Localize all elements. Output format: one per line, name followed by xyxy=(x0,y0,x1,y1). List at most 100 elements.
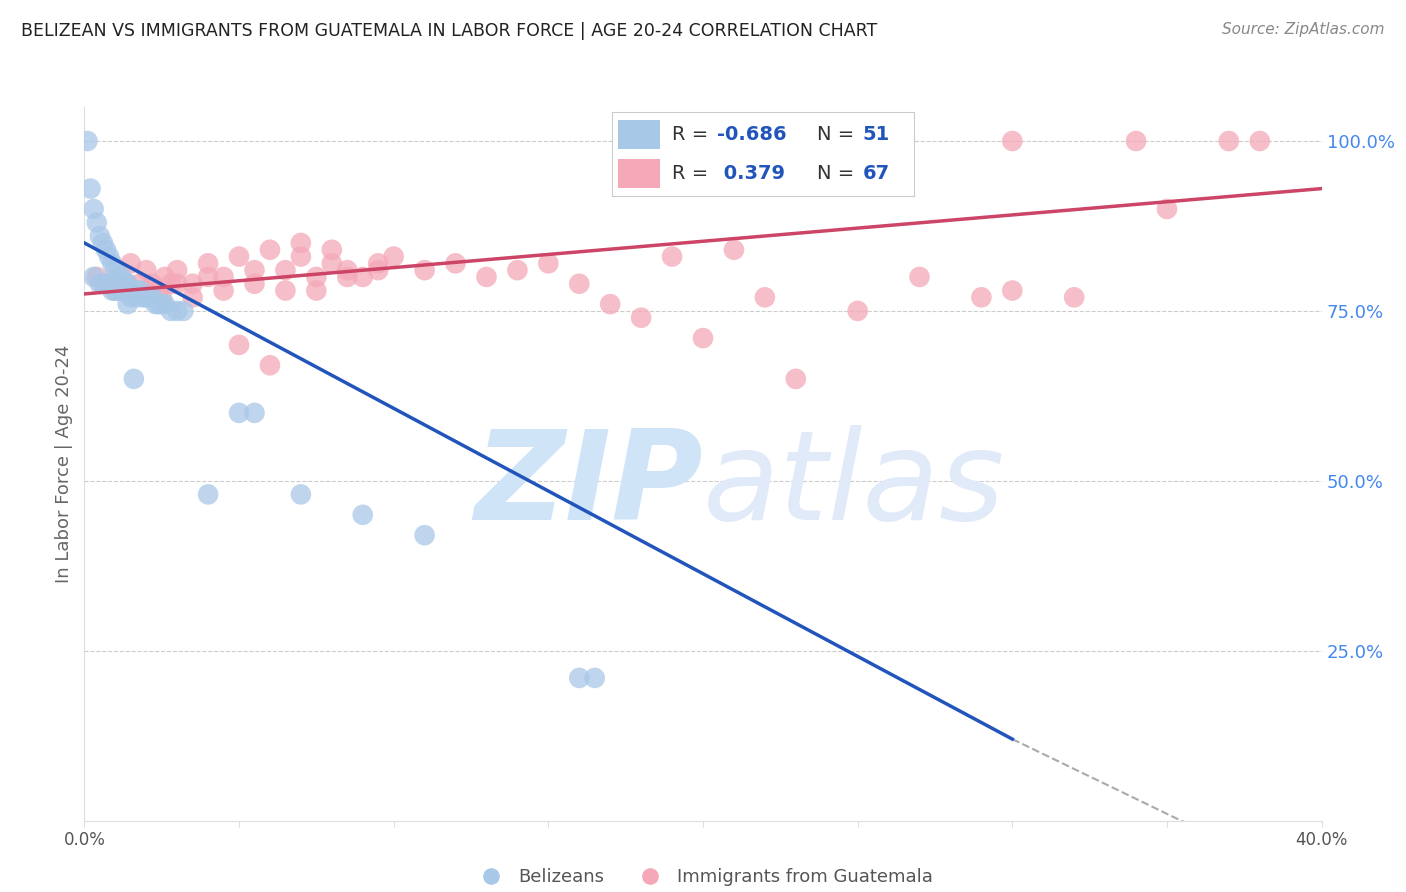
Text: 51: 51 xyxy=(862,125,890,144)
Point xyxy=(305,269,328,284)
Point xyxy=(76,134,98,148)
Point xyxy=(86,269,108,284)
Point xyxy=(122,284,145,298)
Point xyxy=(89,229,111,244)
Text: BELIZEAN VS IMMIGRANTS FROM GUATEMALA IN LABOR FORCE | AGE 20-24 CORRELATION CHA: BELIZEAN VS IMMIGRANTS FROM GUATEMALA IN… xyxy=(21,22,877,40)
Point xyxy=(89,277,111,291)
Point xyxy=(197,487,219,501)
Point xyxy=(135,284,157,298)
Point xyxy=(98,277,121,291)
Point xyxy=(110,269,132,284)
Point xyxy=(166,277,188,291)
Point xyxy=(321,243,343,257)
Point xyxy=(117,277,139,291)
Point xyxy=(290,250,312,264)
Point xyxy=(212,269,235,284)
Point xyxy=(117,297,139,311)
Point xyxy=(1156,202,1178,216)
Text: ZIP: ZIP xyxy=(474,425,703,546)
Point xyxy=(132,290,155,304)
Point xyxy=(212,284,235,298)
Point xyxy=(117,277,139,291)
Point xyxy=(583,671,606,685)
Point xyxy=(290,235,312,250)
Point xyxy=(336,269,359,284)
Point xyxy=(98,250,121,264)
Point xyxy=(352,508,374,522)
Point xyxy=(568,671,591,685)
Point xyxy=(846,304,869,318)
Point xyxy=(274,263,297,277)
Point xyxy=(91,235,114,250)
Point xyxy=(1249,134,1271,148)
Legend: Belizeans, Immigrants from Guatemala: Belizeans, Immigrants from Guatemala xyxy=(467,862,939,892)
Y-axis label: In Labor Force | Age 20-24: In Labor Force | Age 20-24 xyxy=(55,344,73,583)
Point xyxy=(413,528,436,542)
Point xyxy=(243,277,266,291)
Point xyxy=(506,263,529,277)
Point xyxy=(290,487,312,501)
Point xyxy=(135,263,157,277)
Point xyxy=(104,284,127,298)
Point xyxy=(908,269,931,284)
Point xyxy=(475,269,498,284)
Point xyxy=(970,290,993,304)
Point xyxy=(107,269,129,284)
Point xyxy=(382,250,405,264)
Point xyxy=(145,297,167,311)
Point xyxy=(110,284,132,298)
Point xyxy=(104,284,127,298)
Point xyxy=(166,263,188,277)
Text: R =: R = xyxy=(672,125,714,144)
Point xyxy=(125,290,148,304)
Point xyxy=(148,284,170,298)
Point xyxy=(129,284,152,298)
Point xyxy=(150,297,173,311)
Point xyxy=(1063,290,1085,304)
Text: Source: ZipAtlas.com: Source: ZipAtlas.com xyxy=(1222,22,1385,37)
Point xyxy=(1001,134,1024,148)
Point xyxy=(150,290,173,304)
Point xyxy=(104,263,127,277)
Point xyxy=(83,269,105,284)
Point xyxy=(120,284,142,298)
Point xyxy=(1001,284,1024,298)
FancyBboxPatch shape xyxy=(617,120,659,149)
Point xyxy=(160,277,183,291)
Point xyxy=(661,250,683,264)
Point xyxy=(336,263,359,277)
Point xyxy=(228,338,250,352)
Point xyxy=(114,284,136,298)
Text: -0.686: -0.686 xyxy=(717,125,787,144)
Point xyxy=(352,269,374,284)
Point xyxy=(101,284,124,298)
Point xyxy=(122,372,145,386)
Point xyxy=(98,277,121,291)
Point xyxy=(537,256,560,270)
Text: N =: N = xyxy=(817,164,860,183)
Point xyxy=(723,243,745,257)
Text: 0.379: 0.379 xyxy=(717,164,786,183)
Point xyxy=(305,284,328,298)
Point xyxy=(129,277,152,291)
Point xyxy=(1218,134,1240,148)
Point xyxy=(181,290,204,304)
Point xyxy=(367,263,389,277)
Point xyxy=(259,243,281,257)
Point xyxy=(160,304,183,318)
Point xyxy=(141,290,163,304)
Point xyxy=(367,256,389,270)
Point xyxy=(444,256,467,270)
Point xyxy=(101,256,124,270)
Text: atlas: atlas xyxy=(703,425,1005,546)
Point xyxy=(107,284,129,298)
Point xyxy=(321,256,343,270)
Point xyxy=(120,256,142,270)
Point xyxy=(120,290,142,304)
Point xyxy=(1125,134,1147,148)
Point xyxy=(413,263,436,277)
Point xyxy=(172,304,194,318)
Point xyxy=(692,331,714,345)
Point xyxy=(228,250,250,264)
Text: R =: R = xyxy=(672,164,714,183)
